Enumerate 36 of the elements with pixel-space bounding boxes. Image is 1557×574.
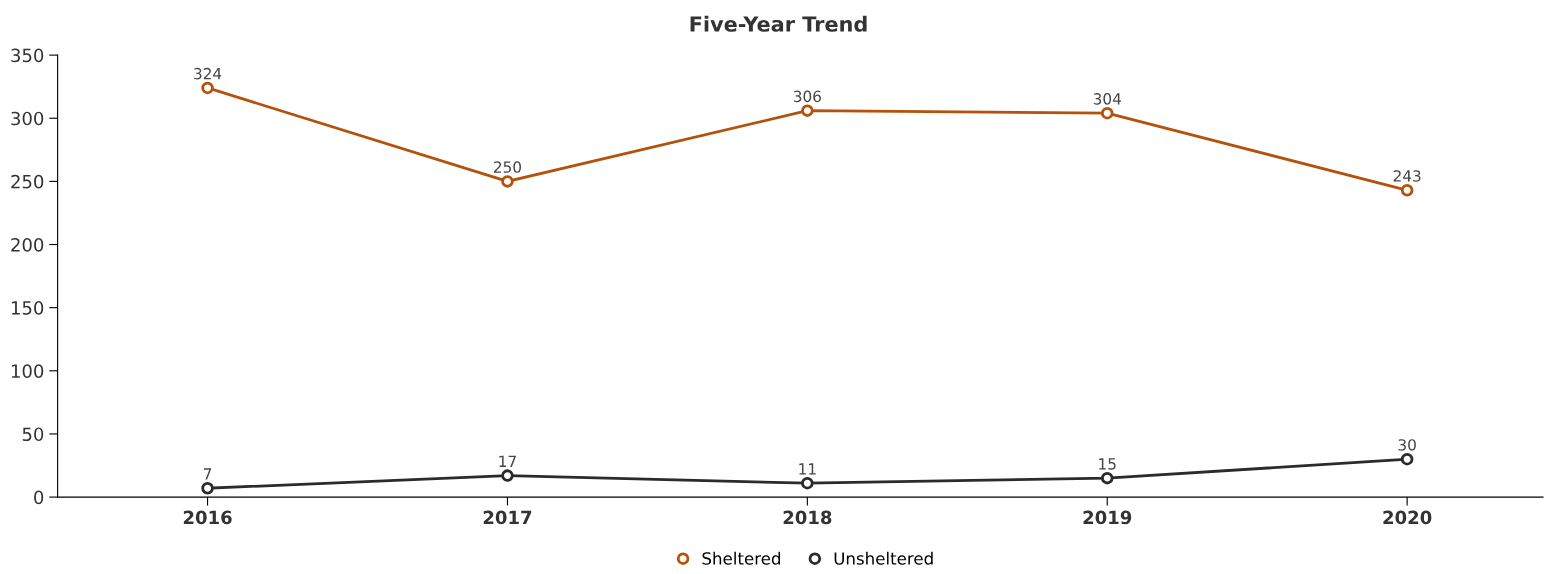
point (501, 469, 514, 482)
data-label: 30 (1398, 439, 1416, 451)
y-tick-label: 100 (11, 364, 44, 378)
data-label: 243 (1393, 170, 1421, 182)
point (801, 104, 814, 117)
y-tick-label: 350 (11, 48, 44, 63)
point (1100, 471, 1114, 485)
x-tick-label: 2020 (1383, 510, 1432, 525)
data-label: 17 (499, 455, 516, 467)
x-tick-label: 2019 (1083, 510, 1132, 525)
y-tick-label: 250 (11, 174, 44, 189)
y-tick-label: 0 (34, 490, 44, 505)
point (201, 81, 214, 95)
x-tick-label: 2018 (783, 510, 832, 525)
point (1400, 183, 1414, 197)
data-label: 250 (493, 161, 522, 173)
point (1100, 106, 1114, 120)
legend-label: Sheltered (702, 551, 781, 565)
data-label: 306 (793, 90, 821, 103)
data-label: 7 (203, 468, 212, 480)
point (501, 175, 514, 188)
data-label: 304 (1093, 93, 1121, 105)
data-label: 11 (799, 463, 816, 475)
x-tick-label: 2016 (183, 510, 232, 525)
x-tick-label: 2017 (483, 510, 532, 525)
point (201, 481, 214, 495)
y-tick-label: 150 (11, 301, 44, 315)
y-tick-label: 300 (11, 111, 44, 126)
y-tick-label: 50 (22, 427, 44, 442)
legend-label: Unsheltered (834, 551, 933, 565)
y-tick-label: 200 (11, 237, 44, 252)
data-label: 324 (194, 67, 222, 80)
chart-title: Five-Year Trend (690, 15, 867, 32)
data-label: 15 (1099, 458, 1116, 470)
point (801, 476, 814, 490)
point (1400, 452, 1414, 466)
